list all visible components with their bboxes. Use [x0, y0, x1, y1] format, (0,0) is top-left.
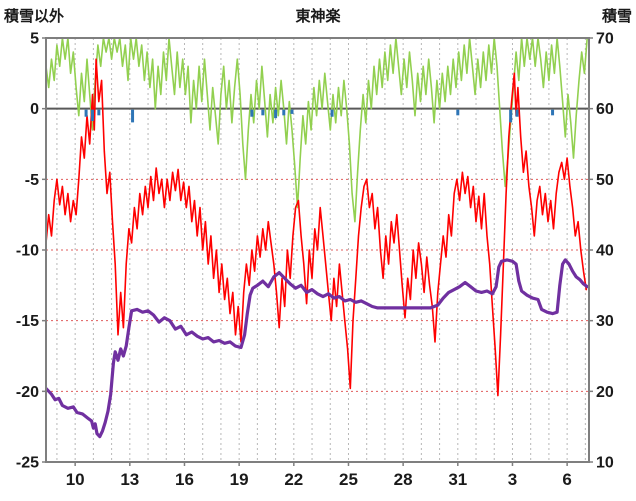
x-axis-tick-label: 28: [394, 470, 413, 489]
chart-title: 東神楽: [295, 7, 341, 25]
left-axis-tick-label: -20: [16, 384, 39, 401]
right-axis-tick-label: 40: [596, 243, 614, 260]
x-axis-tick-label: 31: [448, 470, 467, 489]
x-axis-tick-label: 25: [339, 470, 358, 489]
x-axis-tick-label: 19: [230, 470, 249, 489]
series-temperature-purple: [46, 258, 589, 439]
x-axis-tick-label: 16: [175, 470, 194, 489]
right-axis-tick-label: 60: [596, 101, 614, 118]
right-axis-tick-label: 10: [596, 455, 614, 472]
right-axis-title: 積雪: [601, 7, 632, 25]
left-axis-tick-label: -10: [16, 243, 39, 260]
x-axis-tick-label: 6: [562, 470, 571, 489]
left-axis-title: 積雪以外: [3, 7, 64, 25]
left-axis-tick-label: -15: [16, 313, 39, 330]
left-axis-tick-label: -5: [25, 172, 39, 189]
series-temperature-red: [46, 58, 588, 397]
x-axis-tick-label: 10: [66, 470, 85, 489]
right-axis-tick-label: 70: [596, 31, 614, 48]
left-axis-tick-label: -25: [16, 455, 39, 472]
x-axis-tick-label: 22: [284, 470, 303, 489]
right-axis-tick-label: 50: [596, 172, 614, 189]
right-axis-tick-label: 30: [596, 313, 614, 330]
right-axis-tick-label: 20: [596, 384, 614, 401]
left-axis-tick-label: 5: [30, 31, 39, 48]
x-axis-tick-label: 13: [120, 470, 139, 489]
x-axis-tick-label: 3: [508, 470, 517, 489]
left-axis-tick-label: 0: [30, 101, 39, 118]
